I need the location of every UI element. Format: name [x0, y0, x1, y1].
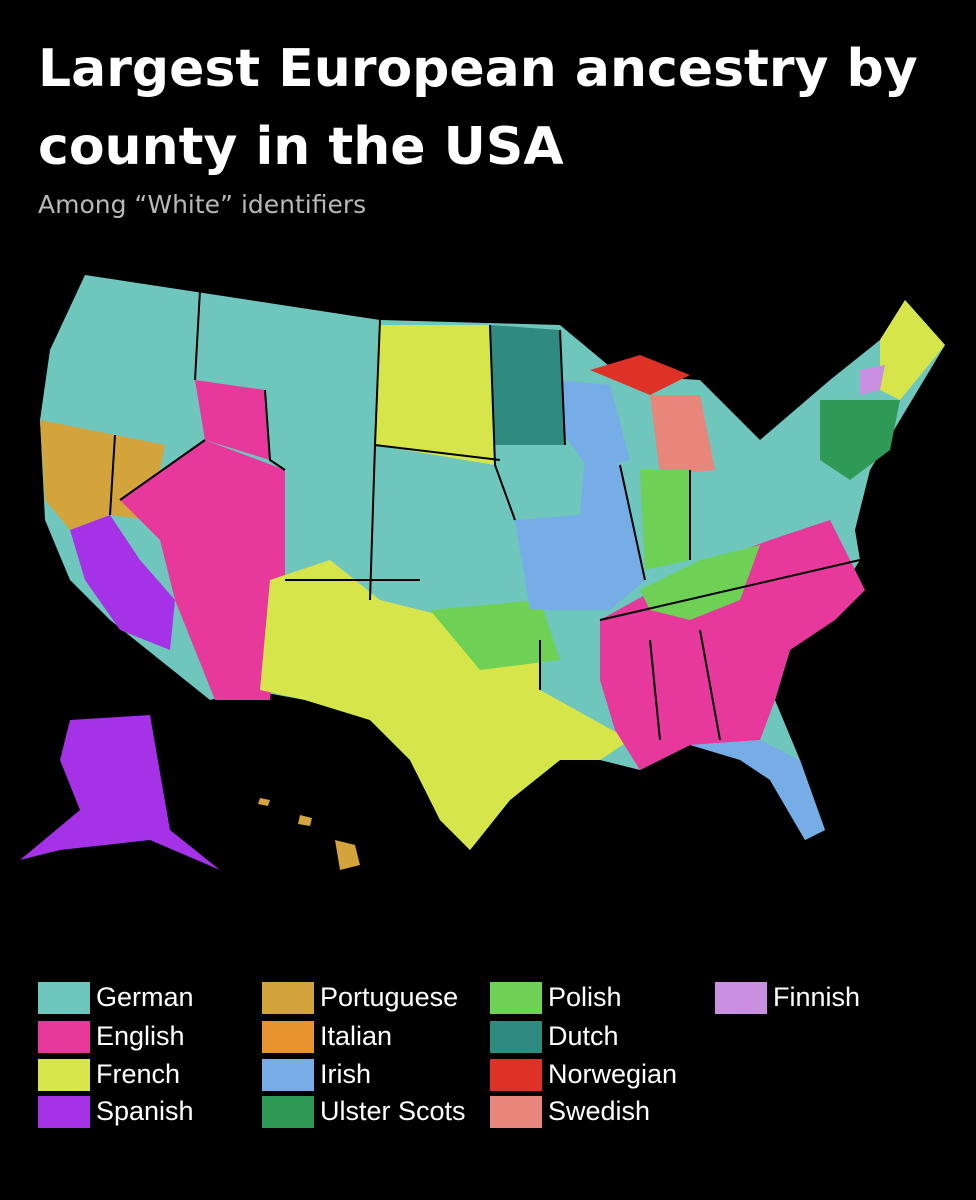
region — [430, 600, 560, 670]
region — [650, 395, 715, 475]
legend-swatch — [490, 982, 542, 1014]
region — [555, 380, 630, 470]
legend-swatch — [38, 1096, 90, 1128]
title: Largest European ancestry by county in t… — [38, 39, 918, 177]
region — [20, 715, 220, 870]
legend: German English French Spanish Portuguese Ital… — [38, 982, 860, 1128]
legend-label: English — [96, 1021, 185, 1051]
legend-label: Polish — [548, 982, 622, 1012]
legend-swatch — [262, 982, 314, 1014]
legend-swatch — [38, 1021, 90, 1053]
region — [860, 365, 885, 395]
legend-swatch — [262, 1096, 314, 1128]
legend-label: Swedish — [548, 1096, 650, 1126]
legend-label: Ulster Scots — [320, 1096, 466, 1126]
state-borders — [109, 289, 861, 741]
region — [600, 520, 865, 770]
regions — [20, 275, 945, 870]
legend-swatch — [490, 1096, 542, 1128]
legend-swatch — [715, 982, 767, 1014]
region — [260, 560, 630, 850]
legend-label: Spanish — [96, 1096, 194, 1126]
legend-label: Dutch — [548, 1021, 619, 1051]
legend-swatch — [262, 1059, 314, 1091]
region — [590, 355, 690, 395]
legend-label: French — [96, 1059, 180, 1089]
region — [820, 400, 900, 480]
region — [515, 455, 645, 610]
legend-swatch — [490, 1021, 542, 1053]
legend-swatch — [490, 1059, 542, 1091]
legend-label: Irish — [320, 1059, 371, 1089]
legend-label: Portuguese — [320, 982, 458, 1012]
region — [195, 380, 270, 460]
region — [120, 440, 285, 700]
region — [258, 798, 270, 806]
legend-label: Norwegian — [548, 1059, 677, 1089]
region — [640, 470, 690, 570]
legend-label: German — [96, 982, 194, 1012]
legend-swatch — [38, 1059, 90, 1091]
legend-swatch — [38, 982, 90, 1014]
region — [690, 740, 825, 840]
legend-swatch — [262, 1021, 314, 1053]
region — [490, 325, 565, 445]
legend-label: Finnish — [773, 982, 860, 1012]
region — [335, 840, 360, 870]
region — [640, 545, 760, 620]
subtitle: Among “White” identifiers — [38, 190, 367, 219]
region — [880, 300, 945, 400]
region — [70, 515, 175, 650]
region — [298, 815, 312, 826]
legend-label: Italian — [320, 1021, 392, 1051]
region — [375, 325, 495, 465]
